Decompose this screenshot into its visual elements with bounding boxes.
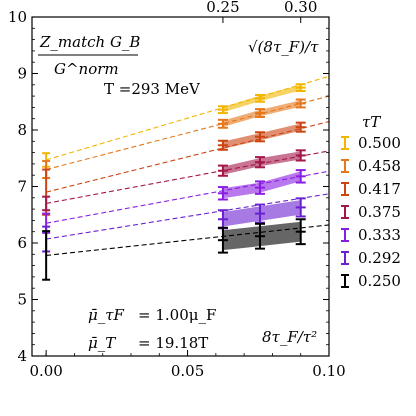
data-point-0458-1 bbox=[254, 108, 265, 119]
x-tick-label-2: 0.10 bbox=[312, 362, 345, 380]
data-point-0292-2 bbox=[295, 197, 306, 218]
temperature-label: T =293 MeV bbox=[104, 80, 201, 98]
top-axis-label: √(8τ_F)/τ bbox=[248, 38, 319, 56]
legend-label-0500: 0.500 bbox=[358, 134, 401, 152]
data-point-0458-2 bbox=[295, 98, 306, 109]
fit-line-0417 bbox=[46, 120, 330, 193]
data-point-0375-0 bbox=[217, 164, 228, 177]
fit-line-0500 bbox=[45, 75, 330, 161]
legend-item-0375: 0.375 bbox=[341, 203, 401, 221]
legend-label-0292: 0.292 bbox=[358, 249, 401, 267]
legend-item-0500: 0.500 bbox=[341, 134, 401, 152]
top-tick-label-1: 0.30 bbox=[284, 0, 317, 16]
legend: τT 0.500 0.458 0.417 0.375 0.333 0.292 0.250 bbox=[341, 113, 401, 290]
legend-item-0417: 0.417 bbox=[341, 180, 401, 198]
data-point-0500-0 bbox=[217, 105, 228, 115]
legend-title: τT bbox=[362, 113, 381, 131]
data-point-0333-2 bbox=[295, 169, 306, 184]
fit-band-0333 bbox=[222, 171, 301, 199]
data-point-0417-2 bbox=[295, 121, 306, 133]
legend-item-0333: 0.333 bbox=[341, 226, 401, 244]
legend-label-0250: 0.250 bbox=[358, 272, 401, 290]
data-point-0250-2 bbox=[295, 218, 306, 246]
legend-label-0375: 0.375 bbox=[358, 203, 401, 221]
ylabel-denominator: G^norm bbox=[54, 60, 119, 78]
y-tick-label-6: 6 bbox=[17, 234, 27, 252]
continuum-point-0375 bbox=[42, 195, 51, 212]
ylabel-numerator: Z_match G_B bbox=[39, 33, 140, 51]
legend-item-0292: 0.292 bbox=[341, 249, 401, 267]
annotation-1-symbol: μ̄_τF bbox=[88, 306, 125, 324]
legend-label-0417: 0.417 bbox=[358, 180, 401, 198]
data-point-0250-1 bbox=[254, 222, 265, 250]
data-point-0250-0 bbox=[217, 226, 228, 254]
y-tick-label-7: 7 bbox=[17, 178, 27, 196]
y-tick-label-9: 9 bbox=[17, 65, 27, 83]
data-point-0500-1 bbox=[254, 93, 265, 103]
data-point-0375-2 bbox=[295, 149, 306, 162]
y-axis-label: Z_match G_B G^norm bbox=[38, 33, 140, 78]
y-tick-label-10: 10 bbox=[8, 8, 27, 26]
fit-line-0458 bbox=[46, 95, 330, 171]
x-tick-label-1: 0.05 bbox=[171, 362, 204, 380]
data-point-0292-1 bbox=[254, 203, 265, 224]
data-point-0333-1 bbox=[254, 180, 265, 195]
annotation-2-value: = 19.18T bbox=[138, 334, 208, 352]
data-point-0417-0 bbox=[217, 139, 228, 151]
legend-label-0333: 0.333 bbox=[358, 226, 401, 244]
annotation-1-value: = 1.00μ_F bbox=[138, 306, 216, 324]
y-tick-label-5: 5 bbox=[17, 291, 27, 309]
data-point-0333-0 bbox=[217, 186, 228, 201]
top-tick-label-0: 0.25 bbox=[206, 0, 239, 16]
x-axis-label: 8τ_F/τ² bbox=[262, 328, 317, 346]
data-point-0375-1 bbox=[254, 156, 265, 169]
data-point-0500-2 bbox=[295, 83, 306, 93]
legend-label-0458: 0.458 bbox=[358, 157, 401, 175]
continuum-point-0250 bbox=[42, 230, 51, 281]
annotation-2-symbol: μ̄_T bbox=[88, 334, 116, 352]
data-point-0458-0 bbox=[217, 118, 228, 129]
data-point-0417-1 bbox=[254, 131, 265, 143]
y-tick-label-4: 4 bbox=[17, 347, 27, 365]
legend-item-0458: 0.458 bbox=[341, 157, 401, 175]
y-tick-label-8: 8 bbox=[17, 121, 27, 139]
legend-item-0250: 0.250 bbox=[341, 272, 401, 290]
x-tick-label-0: 0.00 bbox=[29, 362, 62, 380]
